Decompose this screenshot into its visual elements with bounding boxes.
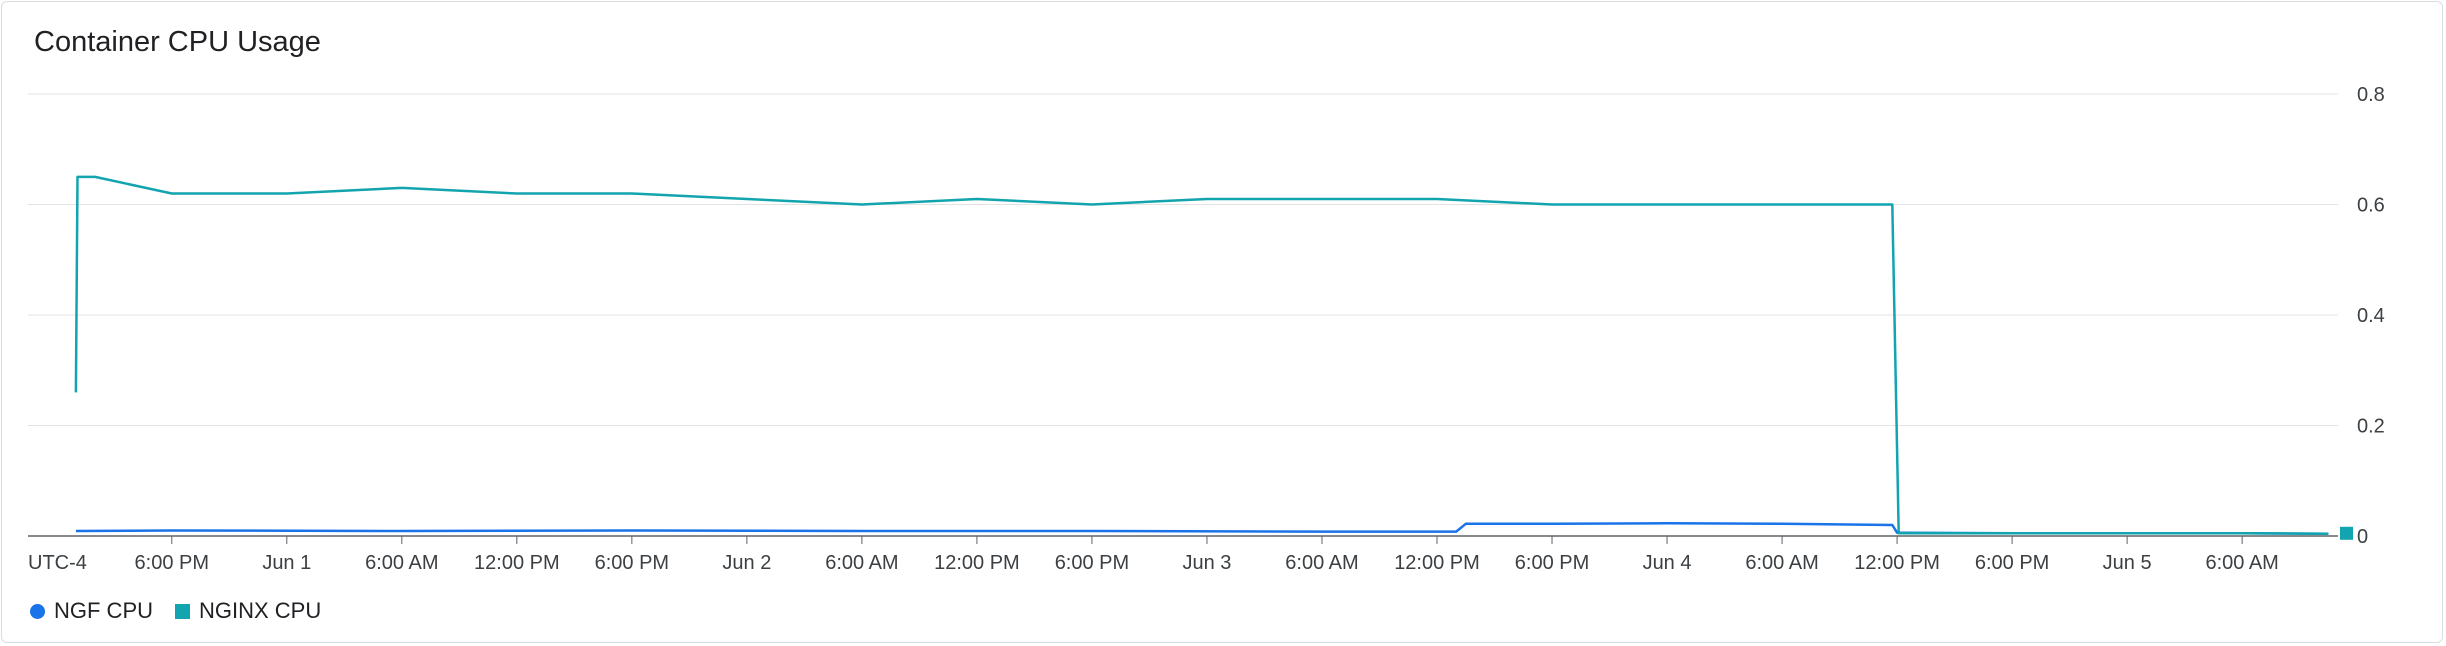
- x-tick-label: Jun 3: [1182, 552, 1231, 574]
- grid-lines: [28, 93, 2338, 537]
- x-tick-label: Jun 1: [262, 552, 311, 574]
- x-tick-label: 6:00 PM: [1515, 552, 1589, 574]
- x-tick-label: 12:00 PM: [1854, 552, 1940, 574]
- legend-item-ngf-cpu[interactable]: NGF CPU: [30, 598, 153, 624]
- x-tick-label: 6:00 PM: [595, 552, 669, 574]
- y-axis-ticks: 0 0.2 0.4 0.6 0.8: [2357, 84, 2385, 548]
- x-axis-ticks: 6:00 PM Jun 1 6:00 AM 12:00 PM 6:00 PM Jun 2 6…: [135, 536, 2279, 574]
- x-tick-label: 6:00 PM: [1975, 552, 2049, 574]
- x-tick-label: 12:00 PM: [474, 552, 560, 574]
- y-tick-label: 0.2: [2357, 416, 2385, 438]
- timezone-label: UTC-4: [28, 552, 87, 574]
- series-end-marker-1: [2340, 526, 2353, 540]
- x-tick-label: 12:00 PM: [1394, 552, 1480, 574]
- y-tick-label: 0.8: [2357, 84, 2385, 106]
- x-tick-label: Jun 2: [722, 552, 771, 574]
- y-tick-label: 0.4: [2357, 305, 2385, 327]
- x-tick-label: Jun 5: [2103, 552, 2152, 574]
- x-tick-label: 6:00 AM: [1745, 552, 1818, 574]
- series-line-1[interactable]: [74, 175, 2329, 536]
- x-tick-label: 6:00 AM: [2205, 552, 2278, 574]
- legend-item-nginx-cpu[interactable]: NGINX CPU: [175, 598, 321, 624]
- x-tick-label: 6:00 PM: [1055, 552, 1129, 574]
- x-tick-label: 12:00 PM: [934, 552, 1020, 574]
- series-lines: [74, 175, 2353, 540]
- legend: NGF CPU NGINX CPU: [30, 598, 343, 624]
- x-tick-label: 6:00 AM: [365, 552, 438, 574]
- legend-marker-nginx-cpu: [175, 603, 190, 619]
- legend-label-nginx-cpu: NGINX CPU: [199, 598, 322, 623]
- x-tick-label: 6:00 PM: [135, 552, 209, 574]
- x-tick-label: 6:00 AM: [1285, 552, 1358, 574]
- chart-title: Container CPU Usage: [34, 26, 321, 58]
- y-tick-label: 0: [2357, 526, 2368, 548]
- legend-marker-ngf-cpu: [30, 603, 45, 619]
- x-tick-label: 6:00 AM: [825, 552, 898, 574]
- legend-label-ngf-cpu: NGF CPU: [54, 598, 153, 623]
- x-tick-label: Jun 4: [1643, 552, 1692, 574]
- y-tick-label: 0.6: [2357, 195, 2385, 217]
